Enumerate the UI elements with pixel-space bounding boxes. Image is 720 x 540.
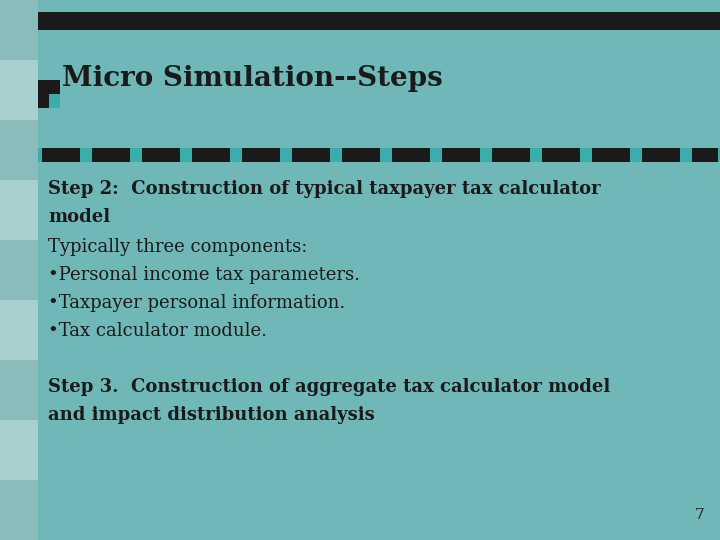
Bar — [0, 240, 38, 300]
Bar — [292, 148, 330, 162]
Bar — [392, 148, 430, 162]
Bar — [92, 148, 130, 162]
Text: Micro Simulation--Steps: Micro Simulation--Steps — [62, 64, 443, 91]
Bar — [38, 148, 720, 162]
Text: model: model — [48, 208, 110, 226]
Text: •Personal income tax parameters.: •Personal income tax parameters. — [48, 266, 360, 284]
Bar — [0, 0, 38, 60]
Bar — [0, 480, 38, 540]
Bar — [642, 148, 680, 162]
Bar — [38, 80, 60, 108]
Bar — [142, 148, 180, 162]
Bar — [0, 300, 38, 360]
Bar — [38, 12, 720, 30]
Text: 7: 7 — [696, 508, 705, 522]
Text: Typically three components:: Typically three components: — [48, 238, 307, 256]
Text: and impact distribution analysis: and impact distribution analysis — [48, 406, 374, 424]
Bar — [242, 148, 280, 162]
Bar — [0, 180, 38, 240]
Bar — [442, 148, 480, 162]
Bar — [42, 148, 80, 162]
Text: Step 2:  Construction of typical taxpayer tax calculator: Step 2: Construction of typical taxpayer… — [48, 180, 600, 198]
Bar — [492, 148, 530, 162]
Bar — [592, 148, 630, 162]
Text: •Tax calculator module.: •Tax calculator module. — [48, 322, 267, 340]
Bar — [692, 148, 718, 162]
Bar — [192, 148, 230, 162]
Bar — [0, 60, 38, 120]
Text: Step 3.  Construction of aggregate tax calculator model: Step 3. Construction of aggregate tax ca… — [48, 378, 611, 396]
Bar — [0, 420, 38, 480]
Bar — [0, 360, 38, 420]
Bar — [49, 94, 60, 108]
Bar — [0, 120, 38, 180]
Text: •Taxpayer personal information.: •Taxpayer personal information. — [48, 294, 346, 312]
Bar — [342, 148, 380, 162]
Bar — [542, 148, 580, 162]
